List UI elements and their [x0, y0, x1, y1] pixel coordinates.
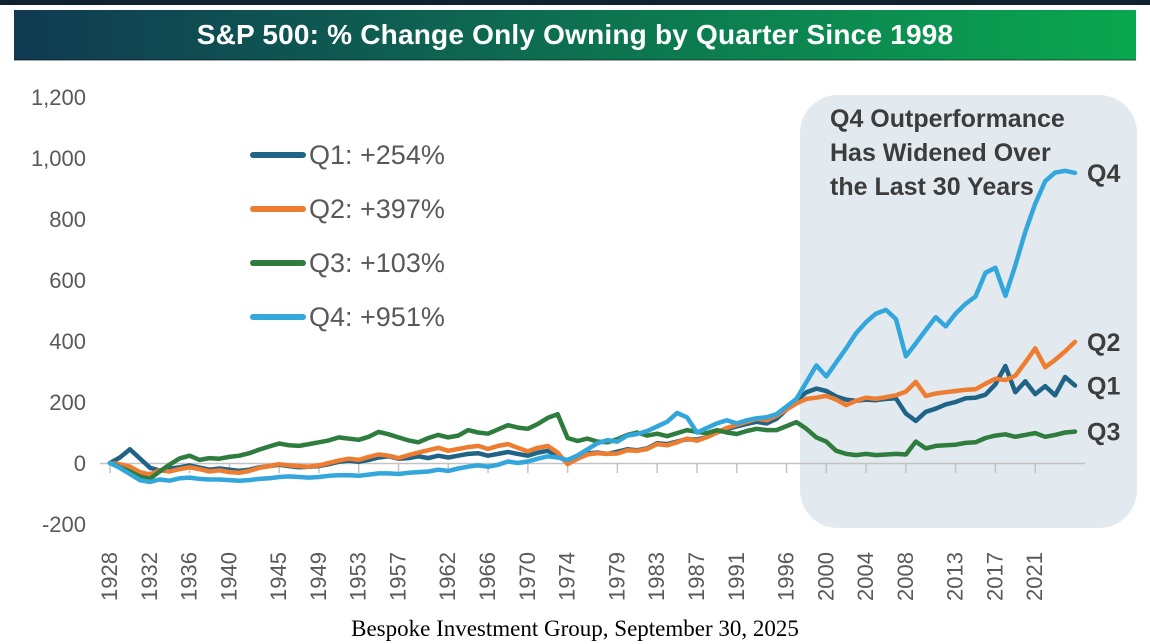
annotation-line-3: the Last 30 Years	[830, 173, 1034, 201]
legend-label-q1: Q1: +254%	[309, 139, 445, 170]
legend-label-q2: Q2: +397%	[309, 193, 445, 224]
y-axis-label: 800	[49, 207, 86, 232]
y-axis-label: 1,200	[31, 85, 86, 110]
legend-item-q3: Q3: +103%	[250, 248, 445, 278]
x-axis-label: 2004	[853, 552, 878, 601]
source-attribution: Bespoke Investment Group, September 30, …	[351, 616, 799, 641]
y-axis-label: 400	[49, 329, 86, 354]
y-axis-labels: 1,200 1,000 800 600 400 200 0 -200	[31, 85, 86, 537]
x-axis-label: 1953	[346, 552, 371, 601]
chart-title-bar: S&P 500: % Change Only Owning by Quarter…	[14, 10, 1136, 60]
x-axis-label: 1928	[97, 552, 122, 601]
x-axis-label: 1962	[435, 552, 460, 601]
x-axis-label: 1966	[475, 552, 500, 601]
x-axis-label: 2021	[1022, 552, 1047, 601]
legend-item-q1: Q1: +254%	[250, 140, 445, 170]
x-axis-label: 1991	[724, 552, 749, 601]
x-axis-label: 1996	[773, 552, 798, 601]
legend-label-q3: Q3: +103%	[309, 247, 445, 278]
series-end-label-q1: Q1	[1087, 373, 1120, 401]
x-axis-label: 1945	[266, 552, 291, 601]
annotation-line-2: Has Widened Over	[830, 139, 1051, 167]
legend-swatch-q3	[250, 260, 306, 266]
chart-legend: Q1: +254% Q2: +397% Q3: +103% Q4: +951%	[250, 140, 445, 356]
x-axis-labels: 1928 1932 1936 1940 1945 1949 1953 1957 1962 1966…	[97, 463, 1047, 601]
series-line-q4	[107, 168, 1078, 485]
x-axis-label: 1974	[555, 552, 580, 601]
legend-swatch-q4	[250, 314, 306, 320]
x-axis-label: 2000	[813, 552, 838, 601]
y-axis-label: 600	[49, 268, 86, 293]
y-axis-label: -200	[42, 512, 86, 537]
y-axis-label: 0	[74, 451, 86, 476]
legend-swatch-q1	[250, 152, 306, 158]
annotation-line-1: Q4 Outperformance	[830, 105, 1065, 133]
series-lines	[107, 168, 1078, 485]
series-end-labels: Q1 Q2 Q3 Q4	[1087, 160, 1120, 447]
series-end-label-q2: Q2	[1087, 329, 1120, 357]
x-axis-label: 2013	[943, 552, 968, 601]
x-axis-label: 2008	[893, 552, 918, 601]
legend-item-q4: Q4: +951%	[250, 302, 445, 332]
x-axis-label: 1983	[644, 552, 669, 601]
x-axis-label: 1987	[684, 552, 709, 601]
x-axis-label: 2017	[982, 552, 1007, 601]
x-axis-label: 1970	[515, 552, 540, 601]
annotation-highlight-box	[800, 95, 1137, 528]
chart-title: S&P 500: % Change Only Owning by Quarter…	[196, 19, 954, 50]
top-border	[0, 0, 1150, 5]
x-axis-label: 1936	[177, 552, 202, 601]
annotation-text: Q4 Outperformance Has Widened Over the L…	[830, 102, 1065, 204]
x-axis-label: 1932	[137, 552, 162, 601]
x-axis-label: 1949	[306, 552, 331, 601]
series-end-label-q3: Q3	[1087, 419, 1120, 447]
series-line-q3	[107, 411, 1078, 482]
x-axis-label: 1957	[386, 552, 411, 601]
y-axis-label: 1,000	[31, 146, 86, 171]
series-line-q2	[107, 339, 1078, 477]
x-axis-label: 1979	[604, 552, 629, 601]
legend-swatch-q2	[250, 206, 306, 212]
x-axis-label: 1940	[216, 552, 241, 601]
legend-item-q2: Q2: +397%	[250, 194, 445, 224]
series-end-label-q4: Q4	[1087, 160, 1120, 188]
y-axis-label: 200	[49, 390, 86, 415]
legend-label-q4: Q4: +951%	[309, 301, 445, 332]
